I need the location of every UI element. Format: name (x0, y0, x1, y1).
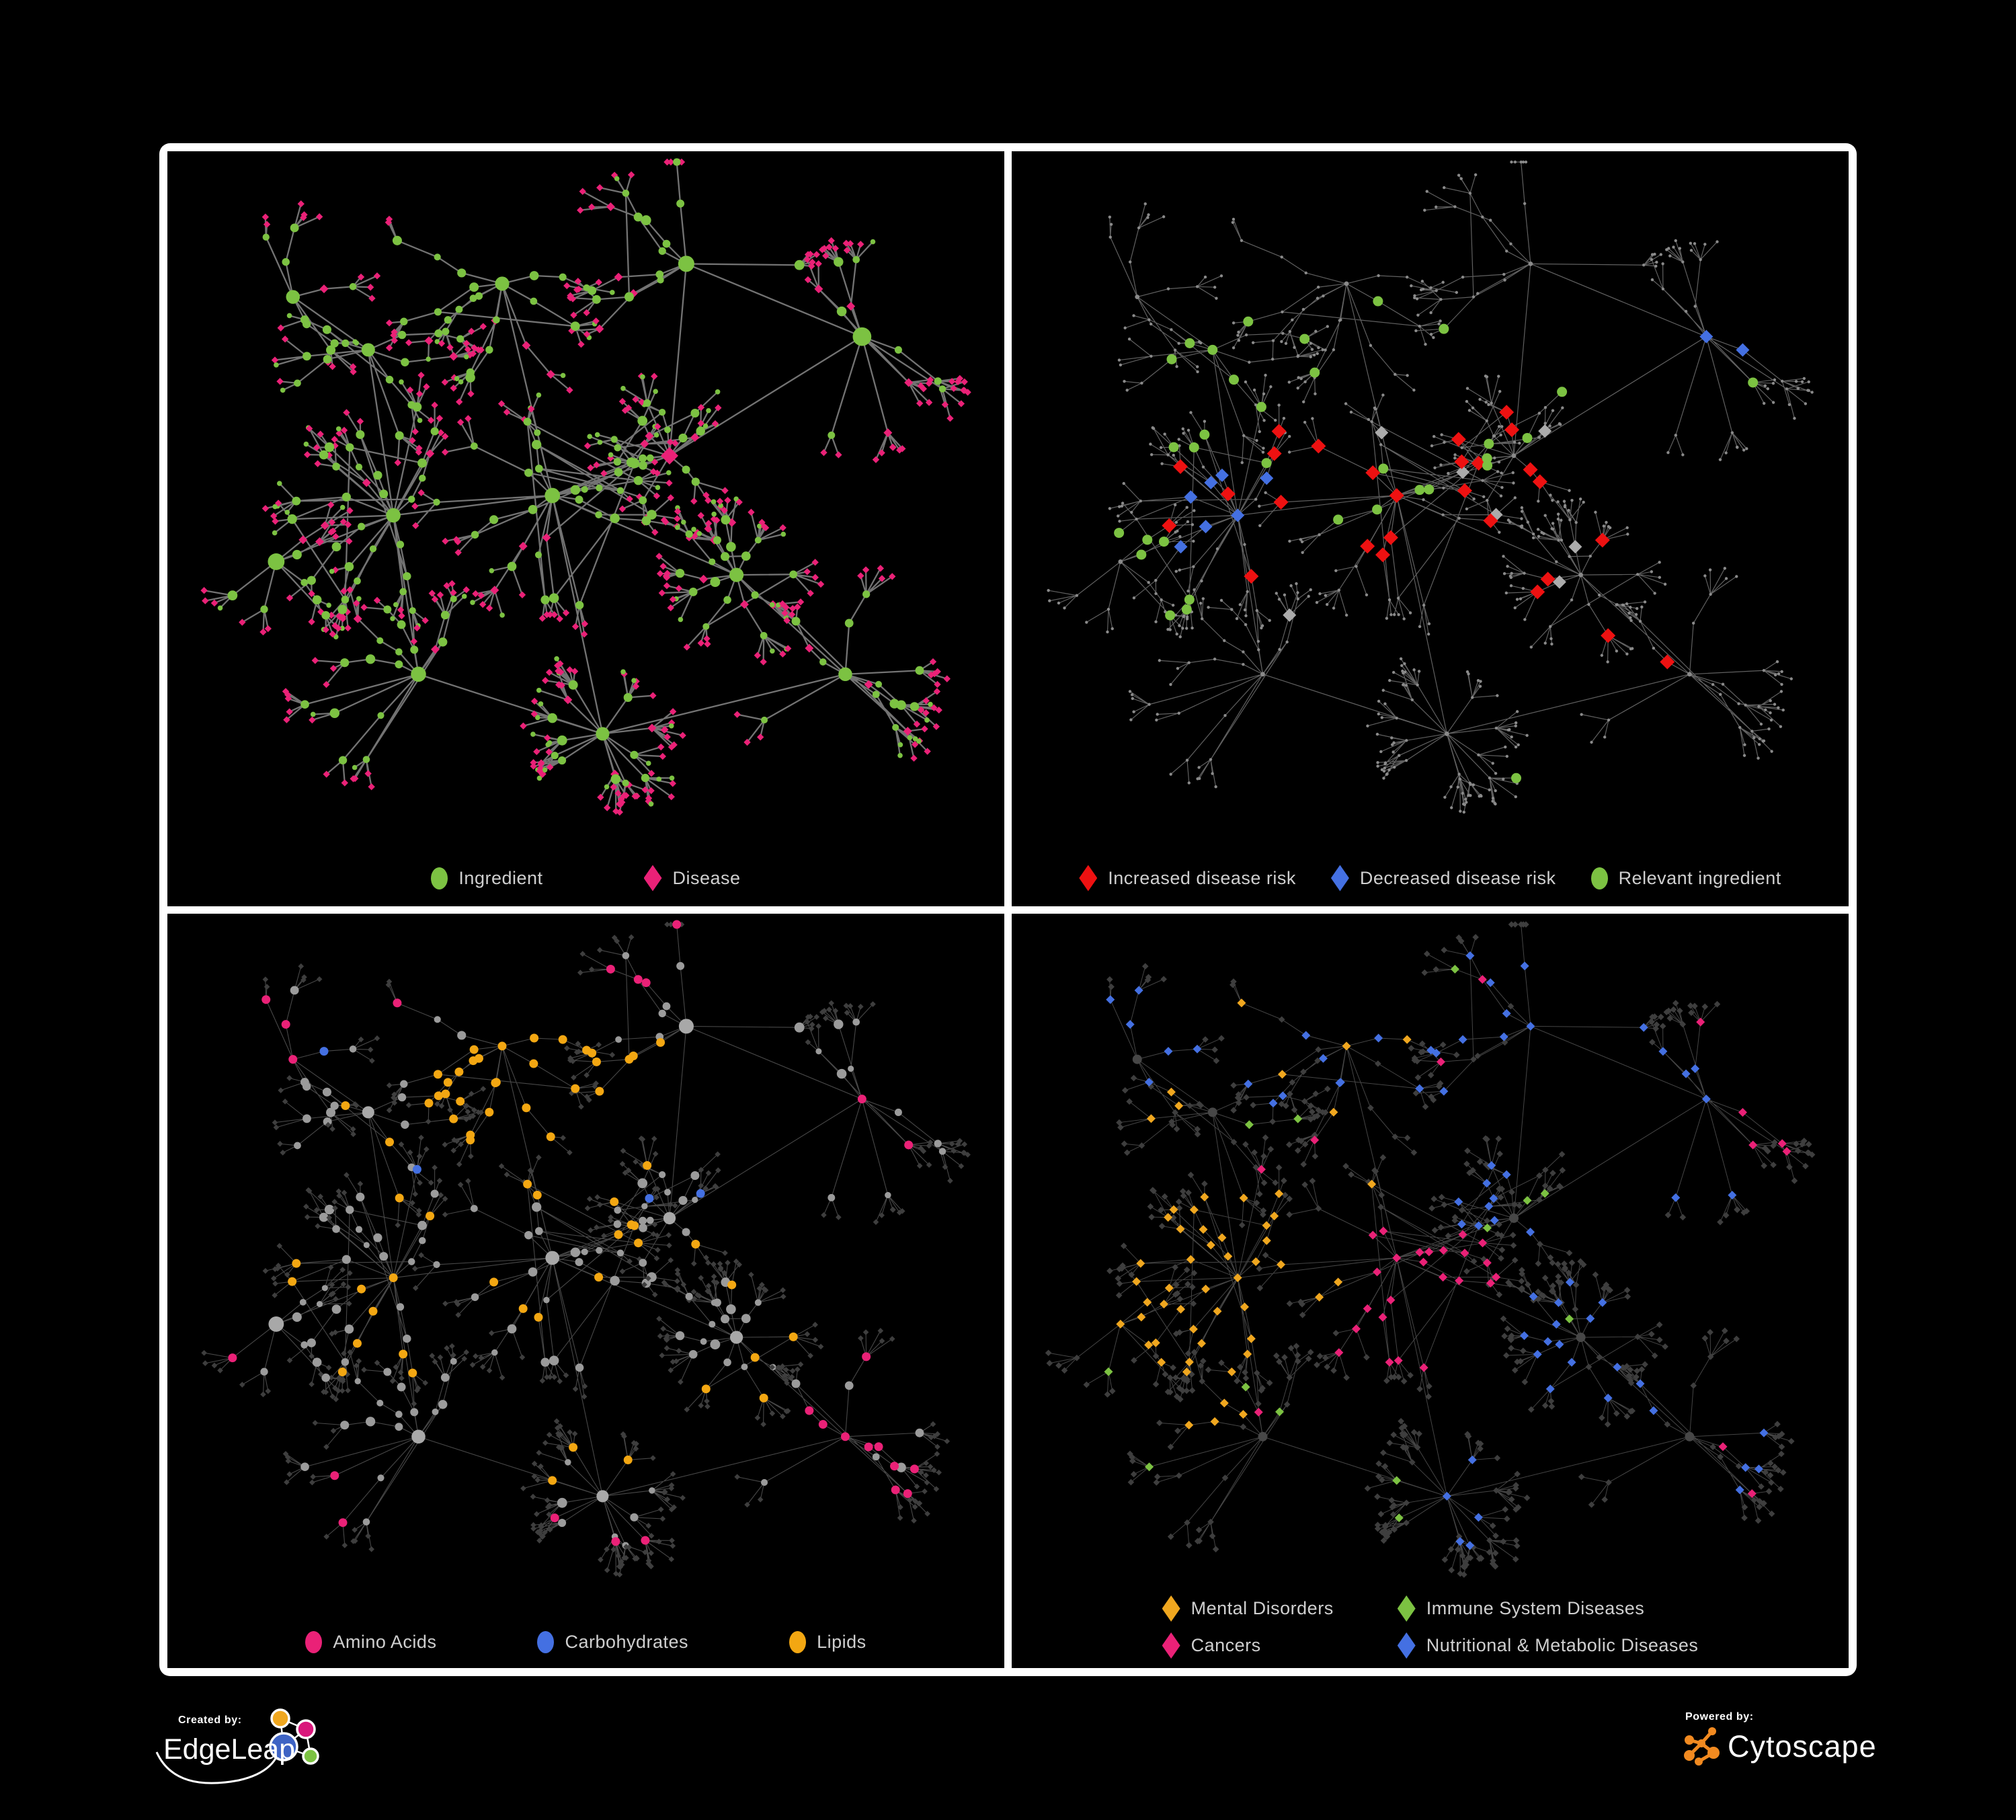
edgeleap-logo-icon (155, 1708, 319, 1784)
legend-item-ingredient: Ingredient (431, 867, 542, 889)
panel-disease-risk: Increased disease risk Decreased disease… (1012, 151, 1849, 906)
increased-risk-marker-icon (1079, 865, 1098, 892)
legend-label: Cancers (1191, 1635, 1261, 1655)
legend-label: Increased disease risk (1108, 867, 1296, 888)
cancers-marker-icon (1162, 1632, 1180, 1659)
legend-item-amino-acids: Amino Acids (305, 1631, 436, 1653)
nutritional-metabolic-marker-icon (1397, 1632, 1416, 1659)
legend-label: Decreased disease risk (1359, 867, 1556, 888)
legend-item-cancers: Cancers (1162, 1632, 1334, 1659)
figure-frame: Ingredient Disease Increased disease ris… (159, 143, 1857, 1676)
legend-item-increased-risk: Increased disease risk (1079, 865, 1296, 892)
amino-acids-marker-icon (305, 1631, 323, 1653)
legend-label: Nutritional & Metabolic Diseases (1426, 1635, 1699, 1655)
cytoscape-wordmark: Cytoscape (1728, 1729, 1877, 1764)
cytoscape-logo-icon (1684, 1727, 1720, 1766)
mental-disorders-marker-icon (1162, 1595, 1180, 1622)
immune-diseases-marker-icon (1397, 1595, 1416, 1622)
panel-ingredient-disease: Ingredient Disease (167, 151, 1004, 906)
legend-label: Ingredient (458, 867, 543, 888)
legend-disease-categories: Mental Disorders Immune System Diseases … (1012, 1595, 1849, 1659)
disease-categories-network-canvas (1045, 920, 1816, 1578)
legend-nutrients: Amino Acids Carbohydrates Lipids (167, 1631, 1004, 1653)
nutrients-network-canvas (201, 919, 971, 1577)
legend-item-decreased-risk: Decreased disease risk (1330, 865, 1556, 892)
legend-item-disease: Disease (643, 865, 741, 892)
created-by-label: Created by: (178, 1714, 242, 1726)
disease-marker-icon (643, 865, 662, 892)
legend-ingredient-disease: Ingredient Disease (167, 865, 1004, 892)
legend-label: Mental Disorders (1191, 1598, 1334, 1618)
legend-item-carbohydrates: Carbohydrates (537, 1631, 688, 1653)
legend-item-mental-disorders: Mental Disorders (1162, 1595, 1334, 1622)
relevant-ingredient-marker-icon (1590, 867, 1608, 889)
edgeleap-wordmark: EdgeLeap (163, 1733, 296, 1766)
ingredient-disease-network-canvas (200, 158, 971, 816)
legend-label: Disease (672, 867, 741, 888)
legend-label: Immune System Diseases (1426, 1598, 1645, 1618)
legend-label: Carbohydrates (565, 1632, 689, 1652)
ingredient-marker-icon (431, 867, 448, 889)
decreased-risk-marker-icon (1330, 865, 1349, 892)
panel-disease-categories: Mental Disorders Immune System Diseases … (1012, 913, 1849, 1668)
powered-by-label: Powered by: (1685, 1711, 1754, 1723)
disease-risk-network-canvas (1047, 160, 1814, 814)
panel-nutrients: Amino Acids Carbohydrates Lipids (167, 913, 1004, 1668)
legend-item-lipids: Lipids (789, 1631, 866, 1653)
legend-label: Relevant ingredient (1618, 867, 1781, 888)
legend-item-immune-diseases: Immune System Diseases (1397, 1595, 1699, 1622)
legend-item-nutritional-metabolic: Nutritional & Metabolic Diseases (1397, 1632, 1699, 1659)
carbohydrates-marker-icon (537, 1631, 555, 1653)
legend-item-relevant-ingredient: Relevant ingredient (1590, 867, 1781, 889)
legend-label: Lipids (817, 1632, 866, 1652)
legend-label: Amino Acids (333, 1632, 437, 1652)
legend-disease-risk: Increased disease risk Decreased disease… (1012, 865, 1849, 892)
lipids-marker-icon (789, 1631, 807, 1653)
